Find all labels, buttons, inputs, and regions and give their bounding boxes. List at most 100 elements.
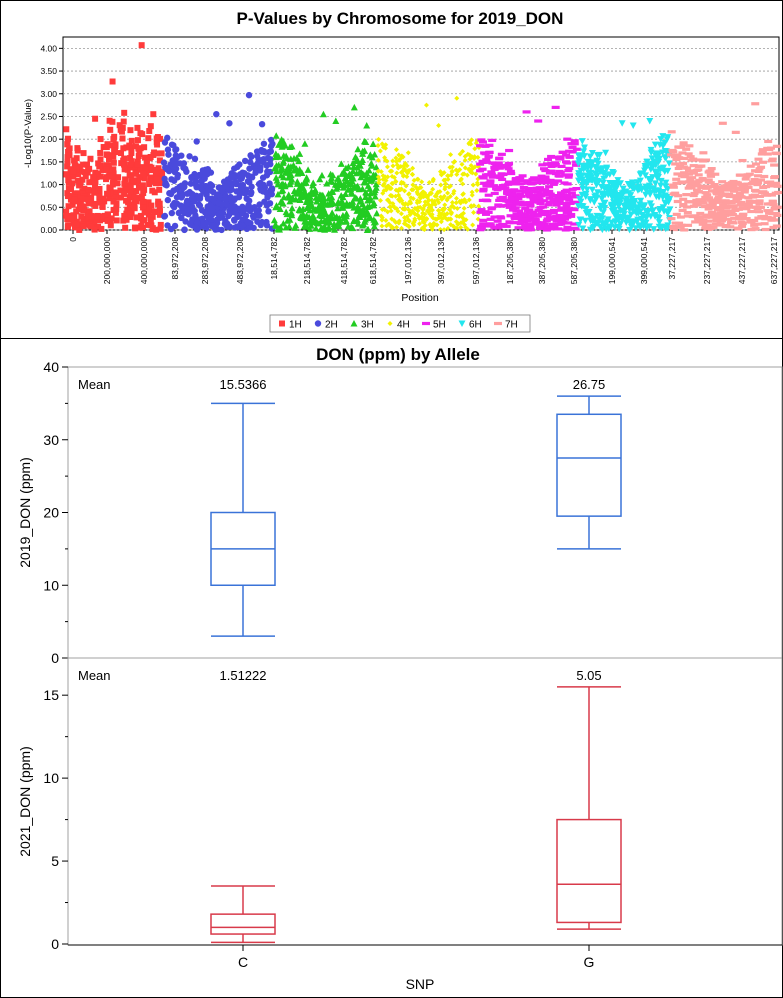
manhattan-point [458,200,464,206]
manhattan-point [354,220,362,227]
manhattan-point [768,157,777,161]
manhattan-point [750,223,759,227]
manhattan-point [278,198,286,206]
manhattan-point [325,218,333,226]
manhattan-point [447,164,453,170]
manhattan-point [499,172,508,176]
manhattan-point [589,225,597,232]
manhattan-point [479,222,488,226]
manhattan-point [262,188,269,196]
manhattan-point [219,187,226,195]
manhattan-point [666,206,674,213]
manhattan-point [575,195,583,203]
manhattan-point [543,162,552,166]
manhattan-point [379,206,385,212]
manhattan-point [645,223,653,230]
manhattan-point [153,135,160,142]
manhattan-point [113,217,120,224]
manhattan-point [325,214,333,221]
manhattan-point [710,182,719,187]
manhattan-point [476,169,485,173]
manhattan-point [133,214,140,221]
manhattan-point [678,208,687,213]
manhattan-point [647,166,655,173]
legend-item-4H: 4H [387,320,410,331]
manhattan-point [646,178,654,185]
manhattan-point [404,174,410,180]
manhattan-point [571,163,580,167]
manhattan-point [84,161,91,168]
manhattan-point [395,188,401,194]
manhattan-point [760,222,769,226]
manhattan-legend-box [269,314,531,333]
manhattan-point [460,171,466,177]
manhattan-point [353,157,361,165]
manhattan-point [695,164,704,168]
box-C [210,885,276,944]
manhattan-point [538,188,547,192]
manhattan-top-point [657,136,665,143]
manhattan-point [736,203,745,207]
manhattan-point [326,178,334,185]
boxplot-y-tick-label: 10 [43,770,59,786]
manhattan-point [486,217,495,221]
manhattan-point [485,143,494,147]
manhattan-point [438,182,444,188]
manhattan-point [191,155,199,163]
manhattan-point [495,185,504,189]
manhattan-point [667,130,676,134]
manhattan-point [583,186,591,194]
manhattan-series-2H [160,91,276,234]
manhattan-point [543,213,552,217]
manhattan-point [328,209,336,216]
manhattan-point [85,200,92,207]
legend-label: 4H [397,320,410,331]
manhattan-point [669,183,678,187]
manhattan-point [507,197,516,201]
manhattan-point [603,166,611,173]
manhattan-point [149,213,156,220]
manhattan-point [542,219,551,223]
manhattan-point [459,161,465,167]
legend-item-1H: 1H [279,320,302,331]
boxplot-y-tick-label: 40 [43,359,59,375]
manhattan-point [581,217,589,225]
manhattan-point [371,218,379,225]
manhattan-point [445,190,451,196]
manhattan-point [660,164,668,172]
manhattan-point [664,167,672,175]
manhattan-point [209,208,216,215]
manhattan-point [313,207,321,214]
manhattan-point [237,182,244,189]
manhattan-point [622,197,630,205]
manhattan-point [359,185,367,192]
manhattan-point [589,159,597,166]
manhattan-point [398,180,404,186]
manhattan-point [164,146,172,153]
manhattan-point [345,170,353,178]
manhattan-point [91,183,98,190]
manhattan-point [130,177,137,184]
manhattan-point [504,167,513,171]
manhattan-top-point [618,120,626,127]
manhattan-point [676,164,685,168]
manhattan-point [751,188,760,193]
manhattan-point [546,192,555,196]
manhattan-point [565,198,574,202]
manhattan-y-tick-label: 3.00 [40,89,57,99]
manhattan-point [453,200,459,206]
manhattan-point [445,176,451,182]
manhattan-point [545,171,554,175]
manhattan-point [156,186,163,193]
manhattan-point [587,196,595,203]
box-G [556,686,622,930]
manhattan-point [679,141,688,145]
manhattan-point [289,194,297,202]
manhattan-point [151,208,158,215]
manhattan-point [587,174,595,181]
manhattan-point [745,199,754,203]
manhattan-point [651,213,659,220]
manhattan-point [735,214,744,218]
manhattan-point [273,202,281,209]
manhattan-point [91,178,98,185]
